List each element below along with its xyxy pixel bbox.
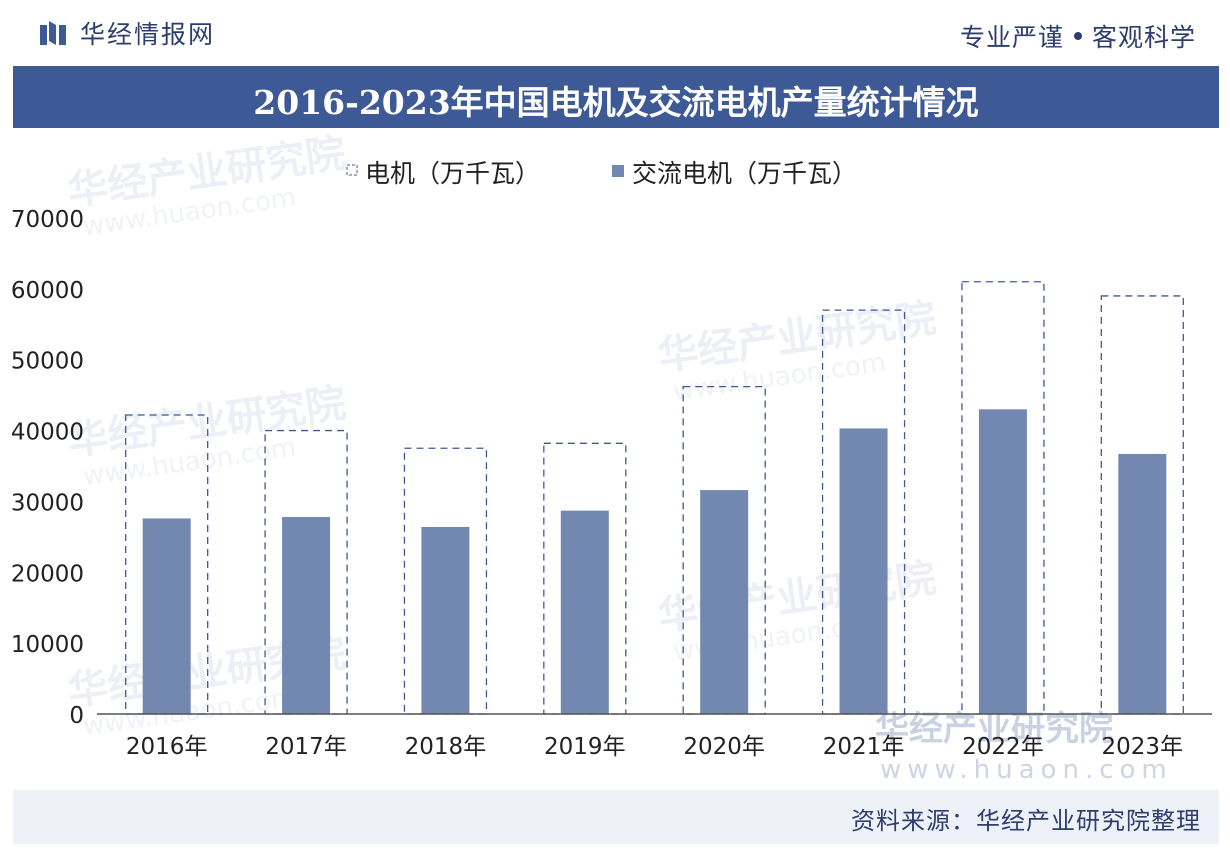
bar-ac-motor bbox=[839, 428, 888, 714]
legend-label: 电机（万千瓦） bbox=[365, 159, 540, 188]
bar-ac-motor bbox=[700, 490, 749, 714]
legend-label: 交流电机（万千瓦） bbox=[632, 159, 857, 188]
legend-swatch-outline bbox=[346, 164, 358, 176]
bar-ac-motor bbox=[282, 517, 331, 714]
y-tick-label: 20000 bbox=[11, 561, 84, 587]
slogan-dot-icon bbox=[1073, 32, 1082, 40]
chart-title: 2016-2023年中国电机及交流电机产量统计情况 bbox=[253, 83, 979, 122]
y-tick-label: 70000 bbox=[11, 207, 84, 233]
bar-ac-motor bbox=[560, 510, 609, 714]
x-tick-label: 2016年 bbox=[126, 734, 208, 760]
legend-swatch-solid bbox=[612, 165, 624, 177]
slogan: 专业严谨 客观科学 bbox=[960, 18, 1196, 54]
y-tick-label: 50000 bbox=[11, 349, 84, 375]
x-tick-label: 2022年 bbox=[962, 734, 1044, 760]
brand-logo-icon bbox=[40, 21, 66, 45]
watermark-text: 华经产业研究院 bbox=[875, 709, 1113, 749]
chart-legend: 电机（万千瓦） 交流电机（万千瓦） bbox=[346, 159, 857, 188]
x-tick-label: 2023年 bbox=[1102, 734, 1184, 760]
top-bar: 华经情报网 专业严谨 客观科学 bbox=[0, 0, 1230, 62]
x-tick-label: 2017年 bbox=[265, 734, 347, 760]
bar-ac-motor bbox=[421, 526, 470, 714]
title-bar: 2016-2023年中国电机及交流电机产量统计情况 bbox=[13, 66, 1219, 128]
y-tick-label: 40000 bbox=[11, 420, 84, 446]
watermark-site: www.huaon.com bbox=[880, 755, 1173, 785]
brand: 华经情报网 bbox=[40, 18, 216, 49]
bars bbox=[125, 281, 1184, 715]
slogan-left: 专业严谨 bbox=[959, 23, 1064, 52]
bar-motor-outline bbox=[264, 429, 348, 715]
bar-motor-outline bbox=[821, 309, 906, 715]
bar-chart: 华经产业研究院www.huaon.com华经产业研究院www.huaon.com… bbox=[11, 130, 1212, 785]
bar-ac-motor bbox=[1118, 453, 1167, 714]
bar-ac-motor bbox=[978, 409, 1027, 714]
x-tick-label: 2021年 bbox=[823, 734, 905, 760]
y-tick-label: 0 bbox=[69, 703, 84, 729]
x-tick-label: 2019年 bbox=[544, 734, 626, 760]
bar-ac-motor bbox=[142, 518, 191, 714]
slogan-right: 客观科学 bbox=[1091, 23, 1196, 52]
y-axis: 0 10000 20000 30000 40000 50000 60000 70000 bbox=[11, 207, 84, 729]
x-tick-label: 2020年 bbox=[683, 734, 765, 760]
y-tick-label: 10000 bbox=[11, 632, 84, 658]
bar-motor-outline bbox=[543, 442, 627, 715]
brand-name: 华经情报网 bbox=[80, 20, 216, 49]
y-tick-label: 60000 bbox=[11, 278, 84, 304]
x-axis: 2016年 2017年 2018年 2019年 2020年 2021年 2022年 2023年 bbox=[97, 713, 1212, 760]
source-note: 资料来源：华经产业研究院整理 bbox=[851, 807, 1201, 835]
y-tick-label: 30000 bbox=[11, 490, 84, 516]
x-tick-label: 2018年 bbox=[405, 734, 487, 760]
footer: 资料来源：华经产业研究院整理 bbox=[13, 790, 1219, 844]
